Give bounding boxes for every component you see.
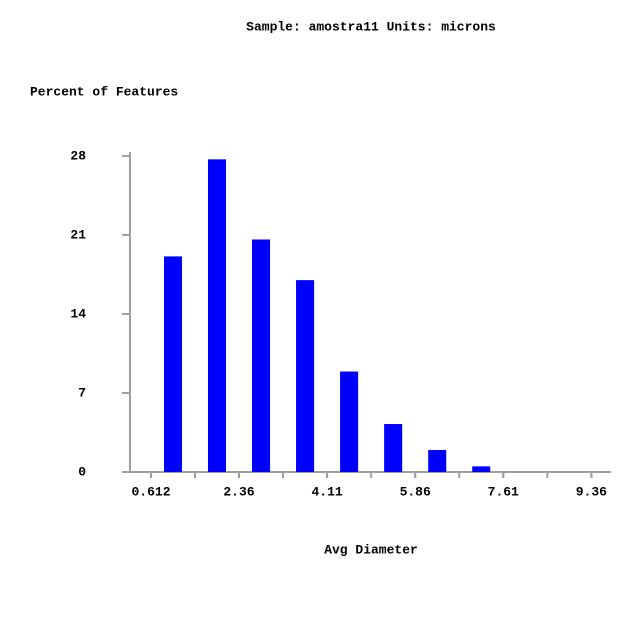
bar: [207, 159, 227, 472]
y-tick-label: 21: [70, 227, 86, 242]
x-tick-label: 2.36: [223, 484, 254, 499]
bar: [163, 256, 183, 472]
y-tick-label: 28: [70, 148, 86, 163]
y-tick-label: 14: [70, 306, 86, 321]
x-tick-label: 4.11: [311, 484, 342, 499]
chart-title: Sample: amostra11 Units: microns: [246, 19, 496, 34]
y-tick-label: 7: [78, 385, 86, 400]
bar: [384, 424, 403, 472]
x-tick-label: 7.61: [488, 484, 519, 499]
bar: [251, 239, 271, 472]
bar: [428, 449, 447, 472]
x-tick-label: 5.86: [400, 484, 431, 499]
x-axis-label: Avg Diameter: [324, 542, 418, 557]
bar: [340, 371, 359, 472]
y-tick-label: 0: [78, 464, 86, 479]
y-axis-label: Percent of Features: [30, 84, 178, 99]
bar: [296, 280, 315, 472]
bar: [472, 466, 491, 472]
x-tick-label: 0.612: [131, 484, 170, 499]
x-tick-label: 9.36: [576, 484, 607, 499]
